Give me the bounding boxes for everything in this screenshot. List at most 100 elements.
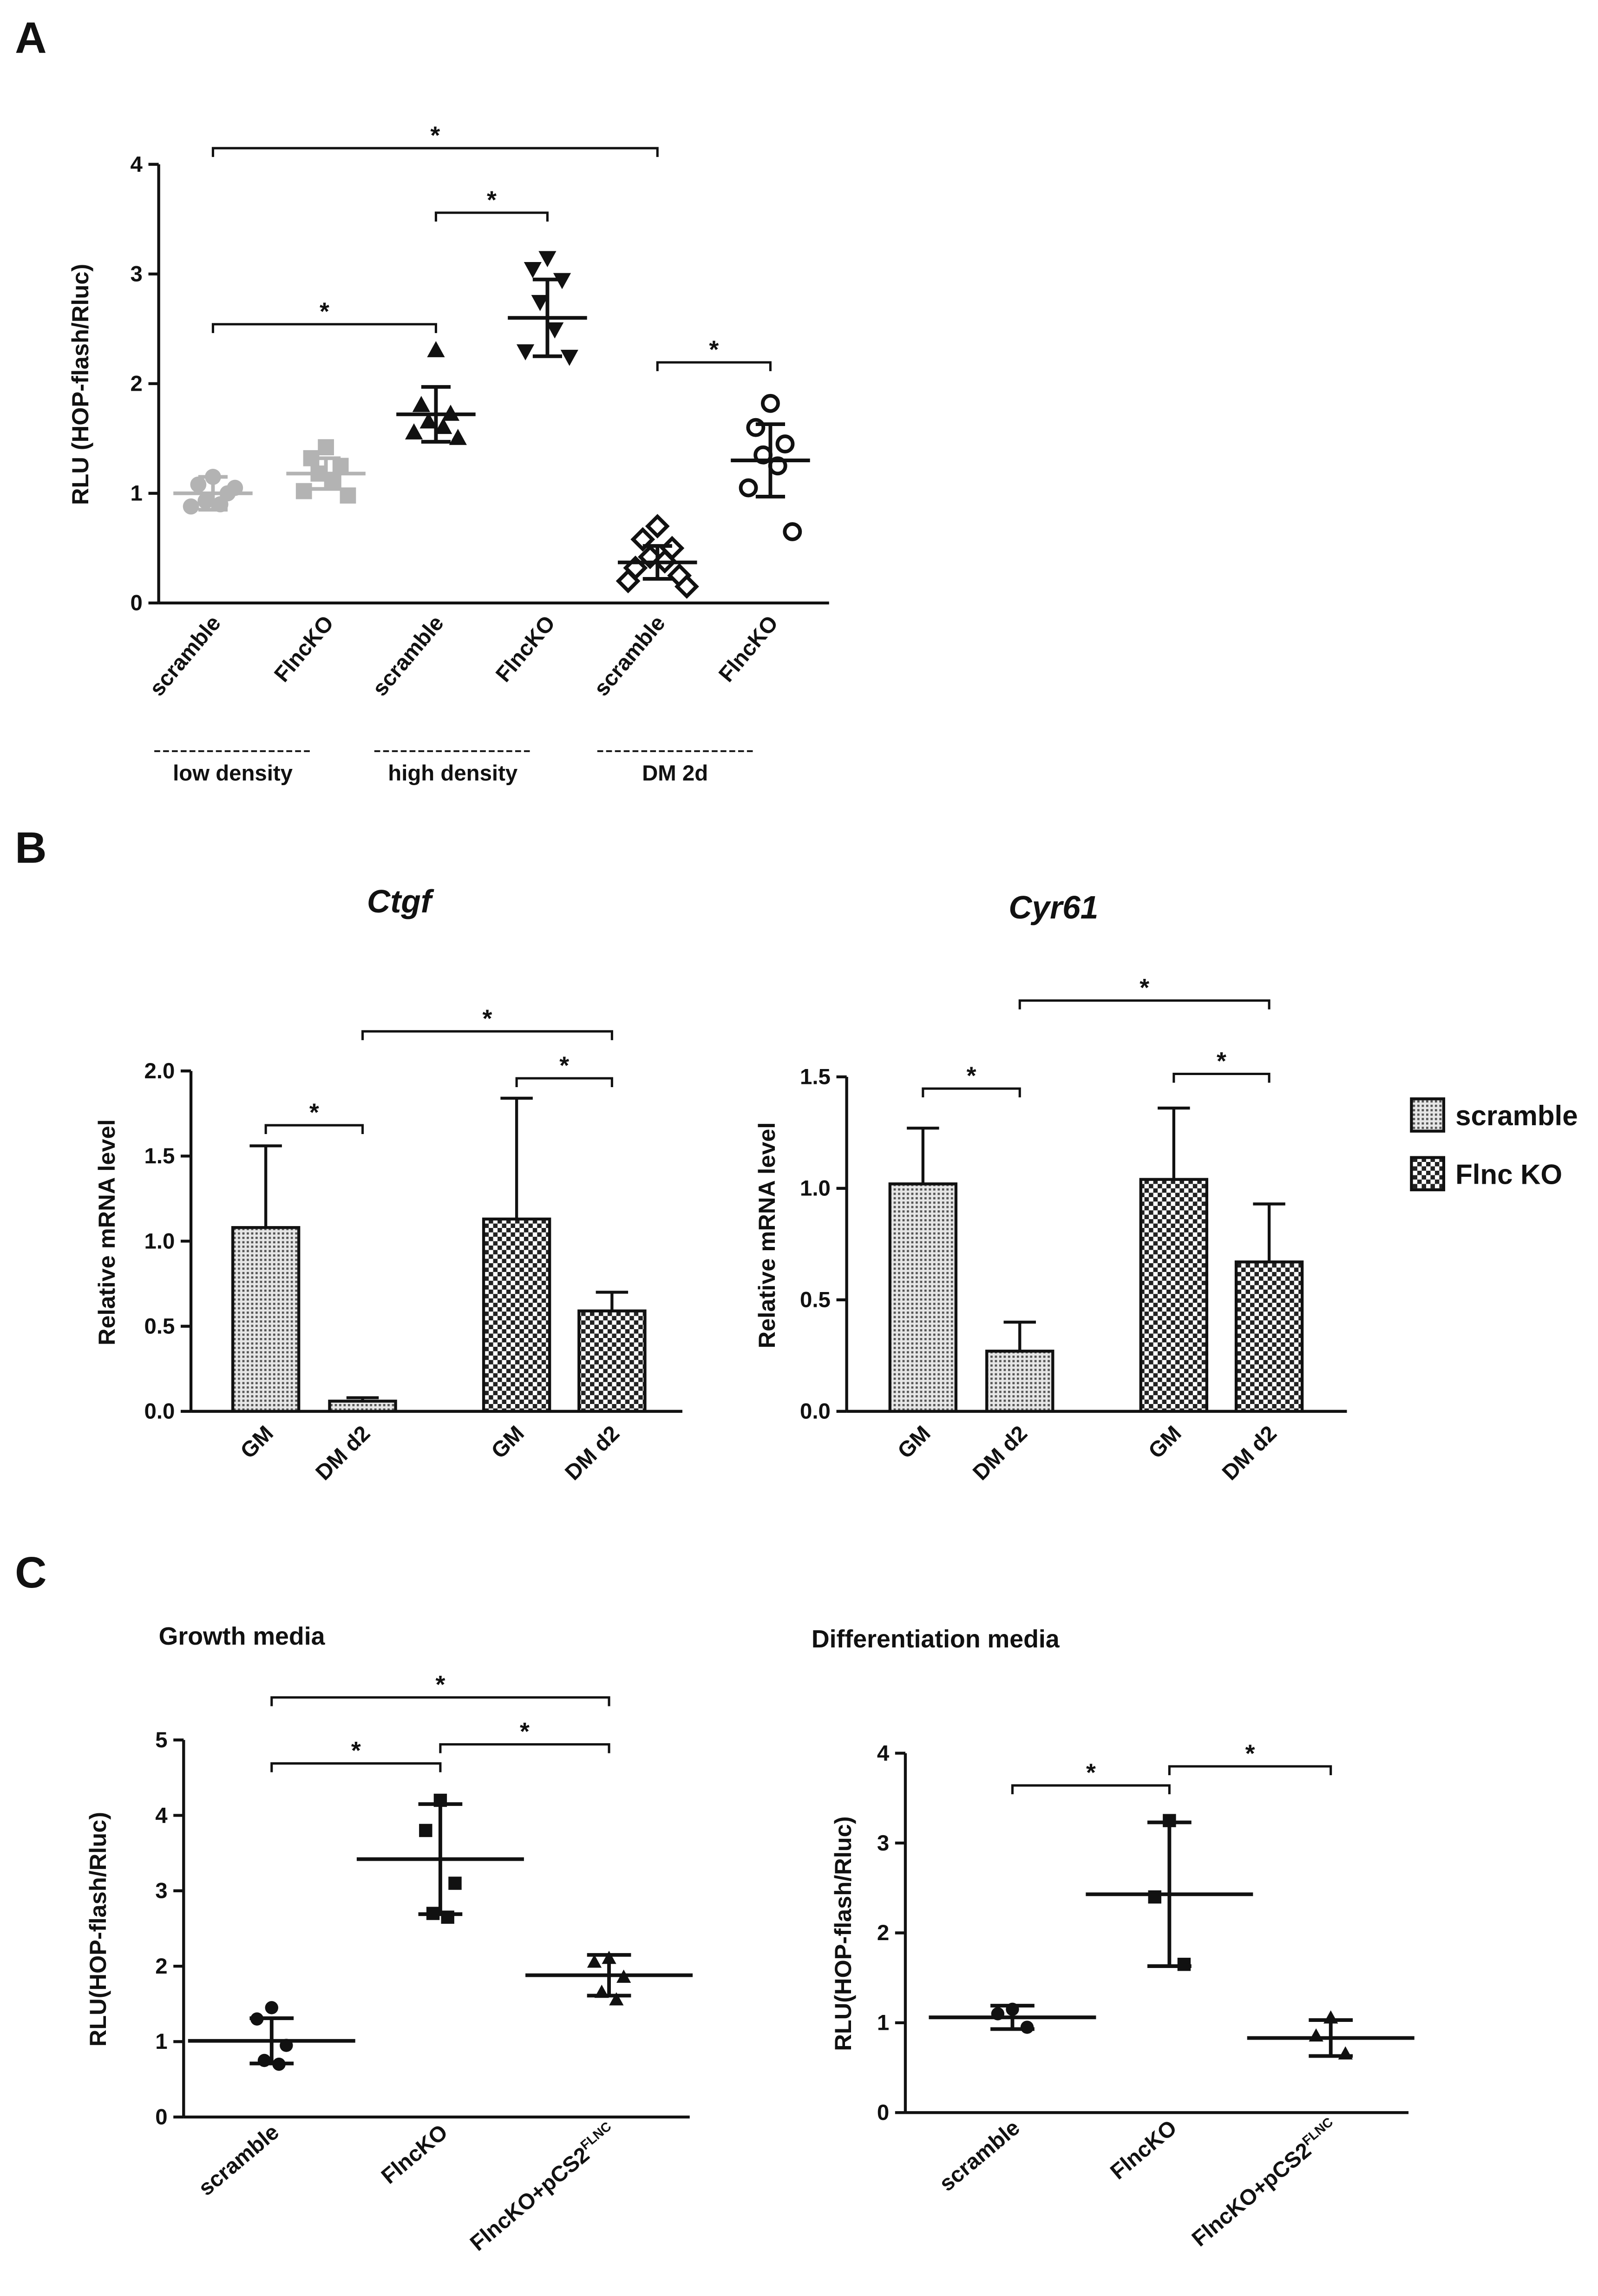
x-tick-label: FlncKO [377,2119,452,2189]
y-tick-label: 1 [877,2011,889,2035]
x-tick-label: FlncKO+pCS2FLNC [1186,2115,1343,2252]
bar [577,1309,647,1413]
significance-label: * [435,1671,445,1699]
significance-bracket [922,1087,1021,1098]
chart-title: Growth media [159,1622,326,1650]
y-tick-label: 0 [131,591,143,616]
y-tick-label: 3 [877,1831,889,1856]
significance-label: * [1245,1740,1255,1768]
significance-label: * [1086,1759,1096,1787]
x-tick-label: scramble [145,611,226,701]
y-tick-label: 2 [131,372,143,396]
y-axis-label: RLU(HOP-flash/Rluc) [85,1812,111,2047]
data-point [760,394,780,413]
significance-label: * [430,121,440,149]
x-tick-label: scramble [194,2119,283,2200]
x-tick-label: FlncKO [269,611,339,687]
significance-label: * [1140,974,1149,1002]
bar [328,1399,397,1413]
y-tick-label: 1 [131,481,143,506]
superscript: FLNC [1299,2115,1336,2149]
significance-label: * [320,297,329,325]
significance-bracket [264,1124,364,1135]
significance-label: * [559,1052,569,1080]
data-point [616,569,641,594]
data-point [318,439,334,456]
legend-swatch [1410,1097,1446,1133]
y-tick-label: 2.0 [144,1059,175,1083]
significance-bracket [361,1030,613,1040]
bar [985,1350,1054,1413]
significance-bracket [439,1743,610,1753]
data-point [332,458,349,474]
y-axis-label: RLU (HOP-flash/Rluc) [67,264,93,505]
data-point [340,487,356,504]
x-tick-label: scramble [589,611,670,701]
data-point [546,322,564,339]
y-tick-label: 0.0 [144,1399,175,1424]
chart-title: Differentiation media [812,1625,1060,1653]
superscript: FLNC [578,2119,615,2153]
data-point [645,514,670,539]
data-point [434,418,452,434]
x-tick-label: DM d2 [311,1421,375,1485]
significance-label: * [1217,1047,1226,1075]
significance-bracket [1172,1073,1271,1083]
x-tick-label: FlncKO [714,611,783,687]
y-tick-label: 1.5 [800,1065,831,1089]
panel-label: C [15,1548,46,1597]
data-point [405,423,423,440]
significance-bracket [434,211,549,222]
legend-label: Flnc KO [1455,1159,1562,1190]
bar [1234,1260,1304,1413]
significance-label: * [967,1062,976,1090]
y-tick-label: 0.0 [800,1399,831,1424]
data-point [675,574,699,599]
significance-bracket [211,147,659,157]
y-tick-label: 2 [155,1954,167,1979]
x-tick-label: scramble [368,611,449,701]
significance-label: * [709,336,719,364]
bar [482,1217,551,1413]
data-point [197,492,214,509]
x-tick-label: GM [236,1421,278,1463]
data-point [516,344,535,361]
significance-label: * [483,1004,492,1032]
y-tick-label: 1 [155,2029,167,2054]
significance-bracket [1011,1784,1171,1795]
significance-label: * [487,186,497,214]
y-tick-label: 2 [877,1921,889,1945]
data-point [775,434,795,454]
data-point [449,428,467,445]
y-axis-label: Relative mRNA level [753,1122,780,1349]
data-point [524,262,542,278]
y-tick-label: 3 [131,262,143,287]
y-tick-label: 1.0 [800,1176,831,1201]
panel-label: B [15,823,46,872]
y-tick-label: 0.5 [144,1314,175,1338]
x-tick-label: GM [486,1421,529,1463]
significance-bracket [515,1077,613,1087]
data-point [783,522,802,541]
group-label: DM 2d [642,761,708,786]
bar [888,1182,958,1413]
group-label: low density [173,761,293,786]
data-point [746,418,766,437]
significance-label: * [309,1099,319,1127]
significance-bracket [270,1762,442,1772]
data-point [609,1992,624,2006]
data-point [1148,1890,1161,1904]
bar [231,1226,301,1413]
x-tick-label: FlncKO [491,611,560,687]
x-tick-label: DM d2 [560,1421,624,1485]
data-point [190,476,207,493]
legend-label: scramble [1455,1100,1578,1131]
data-point [448,1876,462,1890]
data-point [183,498,199,515]
y-tick-label: 4 [131,152,143,177]
y-tick-label: 1.5 [144,1144,175,1168]
significance-label: * [520,1718,530,1745]
y-axis-label: RLU(HOP-flash/Rluc) [830,1816,856,2051]
y-tick-label: 0 [155,2105,167,2130]
